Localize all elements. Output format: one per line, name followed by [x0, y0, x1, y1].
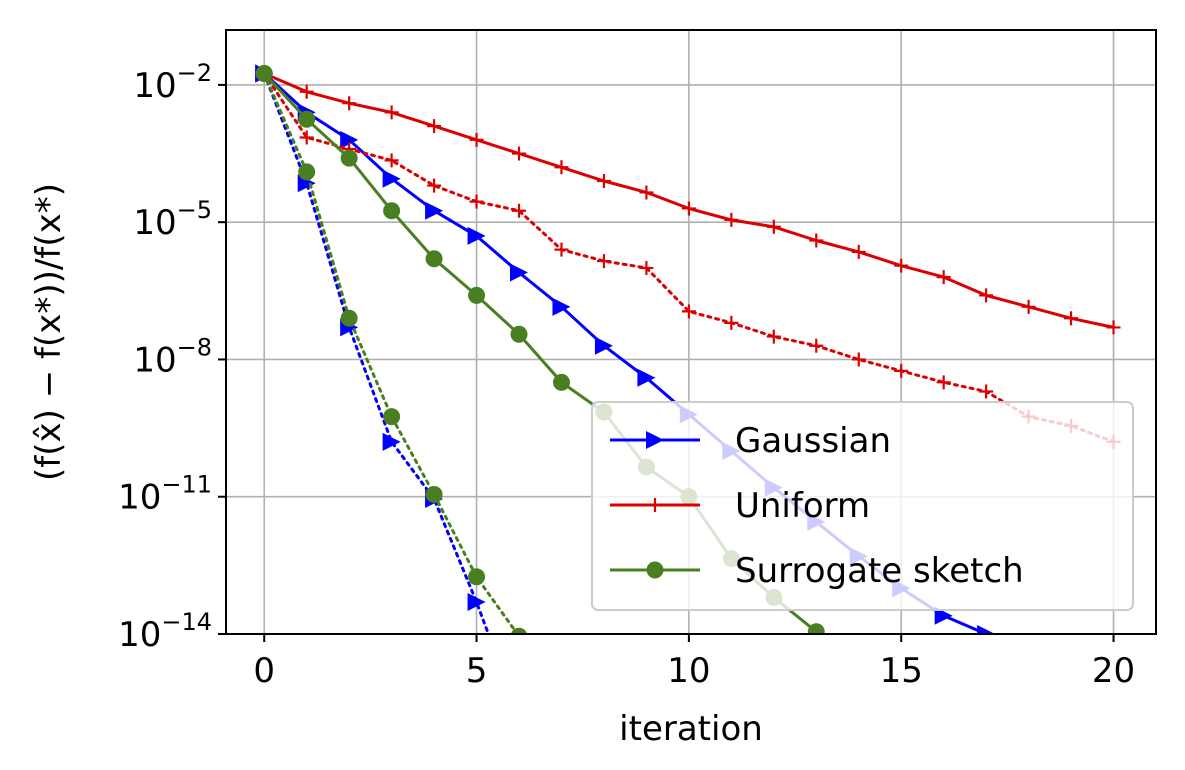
data-point	[469, 132, 484, 147]
data-point	[1021, 299, 1036, 314]
y-axis-title: (f(x̂) − f(x*))/f(x*)	[29, 183, 69, 481]
series-layer	[255, 64, 1121, 725]
data-point	[977, 625, 996, 634]
ticks: 0 5 10 15 20 10−2 10−5 10−8 10−11 10−14	[118, 59, 1135, 691]
data-point	[552, 297, 571, 316]
data-point	[766, 219, 781, 234]
data-point	[851, 352, 866, 367]
data-point	[936, 270, 951, 285]
data-point	[979, 288, 994, 303]
legend-entry: Gaussian	[610, 421, 891, 461]
data-point	[340, 309, 358, 327]
data-point	[681, 304, 696, 319]
data-point	[340, 149, 358, 167]
data-point	[425, 201, 444, 220]
legend: Gaussian Uniform Surrogate sketch	[591, 401, 1134, 611]
data-point	[340, 130, 359, 149]
x-tick-label: 0	[253, 651, 275, 691]
data-point	[554, 160, 569, 175]
data-point	[894, 363, 909, 378]
x-tick-label: 5	[466, 651, 488, 691]
series-5	[255, 64, 528, 634]
data-point	[1106, 320, 1121, 335]
data-point	[639, 185, 654, 200]
legend-box	[591, 401, 1134, 611]
data-point	[809, 233, 824, 248]
data-point	[299, 84, 314, 99]
data-point	[467, 592, 486, 611]
data-point	[512, 203, 527, 218]
data-point	[936, 375, 951, 390]
data-point	[427, 178, 442, 193]
y-tick-label: 10−14	[118, 608, 212, 655]
data-point	[637, 368, 656, 387]
legend-entry: Uniform	[610, 486, 870, 526]
data-point	[383, 202, 401, 220]
data-point	[512, 146, 527, 161]
legend-marker	[646, 431, 664, 449]
data-point	[384, 153, 399, 168]
x-tick-label: 15	[880, 651, 923, 691]
data-point	[1064, 311, 1079, 326]
data-point	[979, 384, 994, 399]
x-axis-title: iteration	[619, 709, 763, 749]
data-point	[554, 242, 569, 257]
legend-label: Gaussian	[735, 421, 891, 461]
data-point	[851, 244, 866, 259]
data-point	[724, 315, 739, 330]
data-point	[934, 606, 953, 625]
data-point	[427, 119, 442, 134]
y-tick-label: 10−8	[133, 333, 212, 380]
data-point	[510, 627, 528, 634]
data-point	[809, 338, 824, 353]
data-point	[467, 226, 486, 245]
data-point	[596, 174, 611, 188]
x-tick-label: 20	[1092, 651, 1135, 691]
data-point	[425, 250, 443, 268]
data-point	[342, 96, 357, 111]
data-point	[724, 212, 739, 227]
data-point	[468, 286, 486, 304]
legend-marker	[646, 561, 664, 579]
legend-entry: Surrogate sketch	[610, 551, 1024, 591]
legend-marker	[648, 498, 662, 512]
data-point	[639, 260, 654, 275]
data-point	[382, 169, 401, 188]
data-point	[384, 105, 399, 120]
data-point	[298, 163, 316, 181]
y-tick-label: 10−2	[133, 59, 212, 106]
y-tick-label: 10−5	[133, 196, 212, 243]
data-point	[468, 568, 486, 586]
data-point	[552, 373, 570, 391]
plot-frame	[225, 29, 1157, 635]
data-point	[469, 194, 484, 209]
data-point	[299, 130, 314, 145]
data-point	[383, 408, 401, 426]
data-point	[807, 623, 825, 634]
data-point	[510, 263, 529, 282]
x-tick-label: 10	[667, 651, 710, 691]
data-point	[510, 325, 528, 343]
data-point	[596, 254, 611, 269]
data-point	[766, 329, 781, 344]
y-tick-label: 10−11	[118, 471, 212, 518]
data-point	[510, 707, 528, 725]
data-point	[255, 64, 273, 82]
legend-label: Uniform	[735, 486, 870, 526]
data-point	[298, 110, 316, 128]
data-point	[894, 258, 909, 273]
data-point	[594, 336, 613, 355]
data-point	[681, 201, 696, 216]
data-point	[425, 485, 443, 503]
legend-label: Surrogate sketch	[735, 551, 1024, 591]
data-point	[382, 432, 401, 451]
